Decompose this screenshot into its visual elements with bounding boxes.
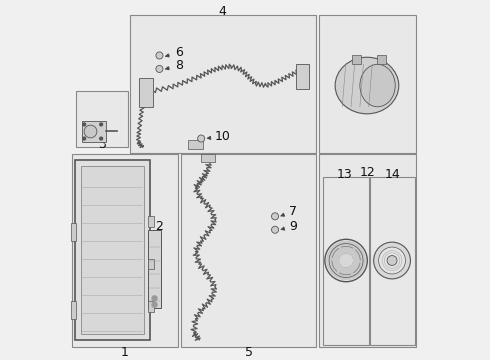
Circle shape [271,226,279,233]
Circle shape [379,247,406,274]
Circle shape [83,137,86,140]
Bar [319,154,416,347]
Bar [296,64,309,89]
Bar [148,301,154,312]
Bar [377,55,386,64]
Bar [352,55,361,64]
Circle shape [99,137,102,140]
Circle shape [152,296,157,301]
Bar [370,177,415,345]
Circle shape [83,123,86,126]
Bar [75,160,149,340]
Text: 11: 11 [360,72,376,85]
Bar [201,154,215,162]
Bar [148,259,154,269]
Circle shape [99,123,102,126]
Text: 4: 4 [218,5,226,18]
Text: 8: 8 [166,59,183,72]
Bar [139,78,153,107]
Bar [319,15,416,153]
Text: 1: 1 [121,346,129,359]
Bar [82,121,106,142]
Circle shape [387,256,397,265]
Text: 10: 10 [207,130,231,143]
Bar [76,91,128,147]
Circle shape [374,242,411,279]
Text: 3: 3 [98,138,106,151]
Circle shape [326,241,366,280]
Text: 13: 13 [337,168,353,181]
Circle shape [156,66,163,72]
Circle shape [152,302,157,307]
Ellipse shape [360,64,395,107]
Bar [148,216,154,227]
Bar [71,301,76,319]
Bar [148,230,161,308]
Bar [181,154,316,347]
Bar [130,15,316,153]
Bar [72,154,178,347]
Bar [81,166,144,334]
Circle shape [339,253,353,267]
Bar [323,177,368,345]
Text: 6: 6 [166,46,183,59]
Circle shape [271,213,279,220]
Circle shape [84,125,97,138]
Text: 9: 9 [281,220,297,233]
Text: 2: 2 [155,220,163,233]
Circle shape [197,135,205,142]
Text: 5: 5 [245,346,252,359]
Ellipse shape [335,57,399,114]
Text: 7: 7 [281,204,297,217]
Bar [189,140,202,149]
Circle shape [156,52,163,59]
Text: 12: 12 [360,166,376,179]
Bar [71,224,76,241]
Text: 14: 14 [384,168,400,181]
